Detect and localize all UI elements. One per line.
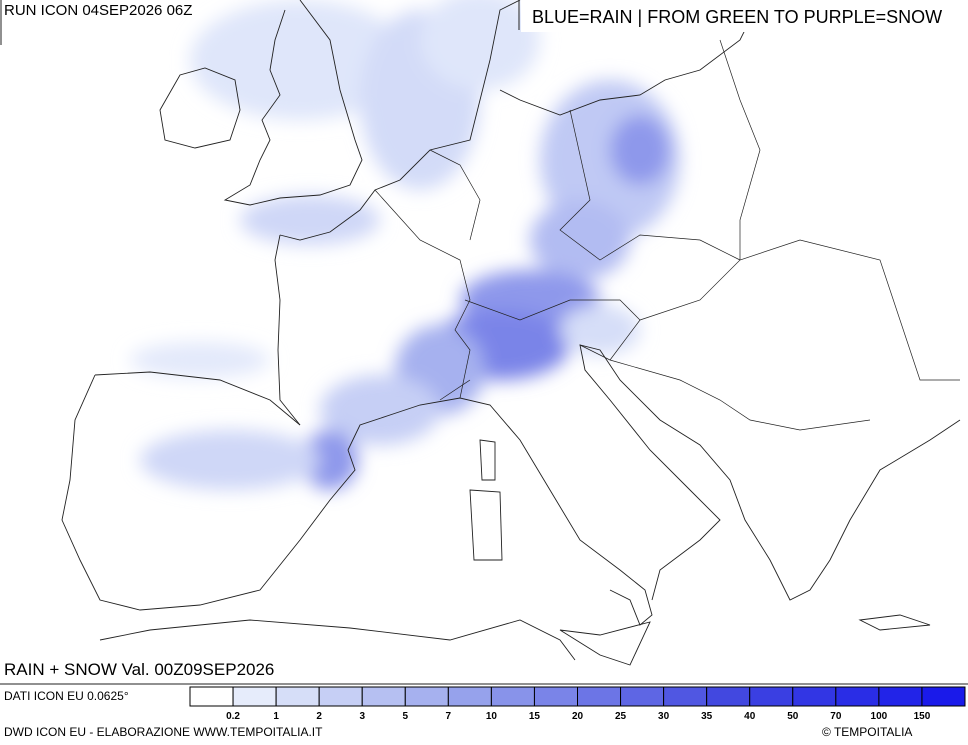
coastlines — [61, 0, 961, 666]
color-scale: 0.2 1 2 3 5 7 10 15 20 25 30 35 40 50 70 100 150 — [189, 686, 966, 722]
scale-swatch — [577, 686, 622, 707]
scale-label: 10 — [486, 711, 498, 722]
scale-label: 25 — [615, 711, 627, 722]
scale-label: 100 — [871, 711, 888, 722]
scale-label: 35 — [701, 711, 713, 722]
title-background — [2, 658, 322, 682]
scale-swatch — [404, 686, 449, 707]
scale-label: 0.2 — [226, 711, 240, 722]
scale-swatch — [835, 686, 880, 707]
scale-swatch — [361, 686, 406, 707]
data-source: DATI ICON EU 0.0625° — [4, 689, 129, 703]
scale-label: 50 — [787, 711, 799, 722]
scale-swatch — [275, 686, 320, 707]
map-title: RAIN + SNOW Val. 00Z09SEP2026 — [4, 660, 274, 679]
scale-swatch — [878, 686, 923, 707]
scale-swatch — [620, 686, 665, 707]
scale-swatch — [921, 686, 966, 707]
scale-label: 2 — [316, 711, 322, 722]
scale-label: 3 — [359, 711, 365, 722]
run-label: RUN ICON 04SEP2026 06Z — [4, 2, 192, 19]
legend-note: BLUE=RAIN | FROM GREEN TO PURPLE=SNOW — [532, 7, 942, 27]
borders — [374, 39, 960, 431]
scale-label: 40 — [744, 711, 756, 722]
scale-swatch — [792, 686, 837, 707]
scale-label: 20 — [572, 711, 584, 722]
scale-swatch — [447, 686, 492, 707]
scale-label: 1 — [273, 711, 279, 722]
scale-swatch — [533, 686, 579, 707]
scale-swatch — [749, 686, 794, 707]
scale-label: 70 — [830, 711, 842, 722]
scale-swatch — [706, 686, 751, 707]
precipitation — [130, 0, 680, 490]
scale-label: 30 — [658, 711, 670, 722]
note-background — [521, 0, 968, 32]
scale-swatch — [318, 686, 363, 707]
scale-swatch — [232, 686, 277, 707]
credit: DWD ICON EU - ELABORAZIONE WWW.TEMPOITAL… — [4, 725, 323, 739]
scale-swatch — [490, 686, 535, 707]
copyright: © TEMPOITALIA — [822, 725, 912, 739]
scale-label: 15 — [529, 711, 541, 722]
scale-swatch — [663, 686, 708, 707]
scale-label: 5 — [402, 711, 408, 722]
scale-label: 150 — [914, 711, 931, 722]
scale-label: 7 — [446, 711, 452, 722]
scale-swatch — [189, 686, 234, 707]
